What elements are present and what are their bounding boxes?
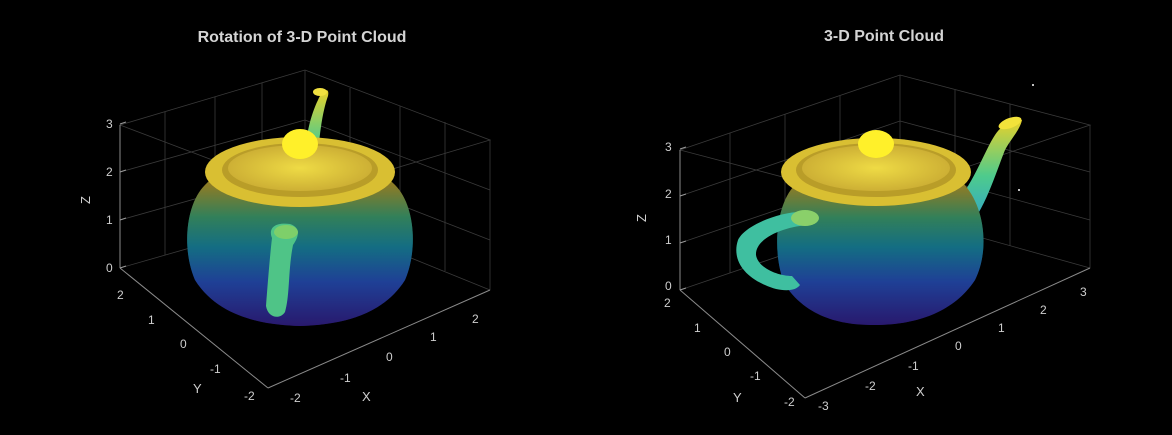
chart-left-x-tick-label: 0 (386, 350, 393, 364)
chart-left-grid-line (304, 119, 491, 191)
chart-right-y-tick-label: 2 (664, 296, 671, 310)
chart-left-title: Rotation of 3-D Point Cloud (198, 29, 407, 46)
chart-right-x-axis (804, 267, 1091, 399)
chart-left-handle (266, 223, 298, 317)
chart-left-y-tick-label: -1 (210, 362, 221, 376)
chart-left-y-ticks: 2 1 0 -1 -2 (117, 288, 255, 403)
chart-right-y-tick-label: 0 (724, 345, 731, 359)
chart-right-z-tick-label: 2 (665, 187, 672, 201)
chart-right-handle (736, 212, 810, 291)
chart-right-x-label: X (916, 384, 925, 399)
chart-right-y-axis (679, 289, 806, 399)
chart-left-z-ticks: 0 1 2 3 (106, 117, 127, 275)
chart-left-knob (282, 129, 318, 159)
chart-left-y-axis (119, 267, 269, 389)
chart-left-y-tick-label: 0 (180, 337, 187, 351)
chart-left-grid-line (119, 119, 306, 173)
chart-right-lid-surface (802, 145, 950, 191)
chart-left-y-label: Y (193, 381, 202, 396)
chart-left-x-tick-label: 1 (430, 330, 437, 344)
chart-right-y-ticks: 2 1 0 -1 -2 (664, 296, 795, 409)
chart-right-stray-point (1032, 84, 1034, 86)
chart-left-x-label: X (362, 389, 371, 404)
chart-right: 3-D Point Cloud (634, 28, 1092, 413)
chart-right-y-tick-label: 1 (694, 321, 701, 335)
chart-left-y-tick-label: -2 (244, 389, 255, 403)
chart-left-y-tick-label: 2 (117, 288, 124, 302)
chart-right-x-tick-label: -1 (908, 359, 919, 373)
chart-right-knob (858, 130, 894, 158)
chart-right-x-tick-label: 1 (998, 321, 1005, 335)
chart-right-z-label: Z (634, 214, 649, 222)
chart-right-z-tick-label: 1 (665, 233, 672, 247)
chart-left-z-tick-label: 2 (106, 165, 113, 179)
chart-left-teapot-point-cloud (187, 88, 413, 326)
chart-right-x-tick-label: 2 (1040, 303, 1047, 317)
chart-left-z-tick-label: 3 (106, 117, 113, 131)
chart-left-handle-top (274, 225, 298, 239)
chart-left-z-tick-label: 0 (106, 261, 113, 275)
chart-left-x-tick-label: 2 (472, 312, 479, 326)
chart-right-x-tick-label: -2 (865, 379, 876, 393)
chart-right-title: 3-D Point Cloud (824, 28, 944, 45)
chart-left-y-tick-label: 1 (148, 313, 155, 327)
chart-right-handle-top (791, 210, 819, 226)
chart-left: Rotation of 3-D Point Cloud (78, 29, 492, 405)
chart-right-y-tick-label: -1 (750, 369, 761, 383)
chart-right-x-tick-label: -3 (818, 399, 829, 413)
chart-right-y-tick-label: -2 (784, 395, 795, 409)
chart-left-z-tick-label: 1 (106, 213, 113, 227)
chart-left-z-label: Z (78, 196, 93, 204)
chart-left-x-axis (267, 289, 491, 389)
chart-right-spout-tip (998, 116, 1022, 130)
chart-right-z-tick-label: 3 (665, 140, 672, 154)
chart-right-x-tick-label: 0 (955, 339, 962, 353)
chart-right-stray-point (1018, 189, 1020, 191)
chart-left-x-tick-label: -1 (340, 371, 351, 385)
chart-right-z-ticks: 0 1 2 3 (665, 140, 687, 293)
chart-left-spout-tip (313, 88, 327, 96)
chart-left-lid-surface (228, 145, 372, 191)
chart-right-z-tick-label: 0 (665, 279, 672, 293)
chart-right-y-label: Y (733, 390, 742, 405)
chart-right-x-ticks: -3 -2 -1 0 1 2 3 (818, 285, 1087, 413)
chart-right-x-tick-label: 3 (1080, 285, 1087, 299)
chart-left-x-ticks: -2 -1 0 1 2 (290, 312, 479, 405)
chart-left-x-tick-label: -2 (290, 391, 301, 405)
chart-right-teapot-point-cloud (736, 84, 1034, 325)
